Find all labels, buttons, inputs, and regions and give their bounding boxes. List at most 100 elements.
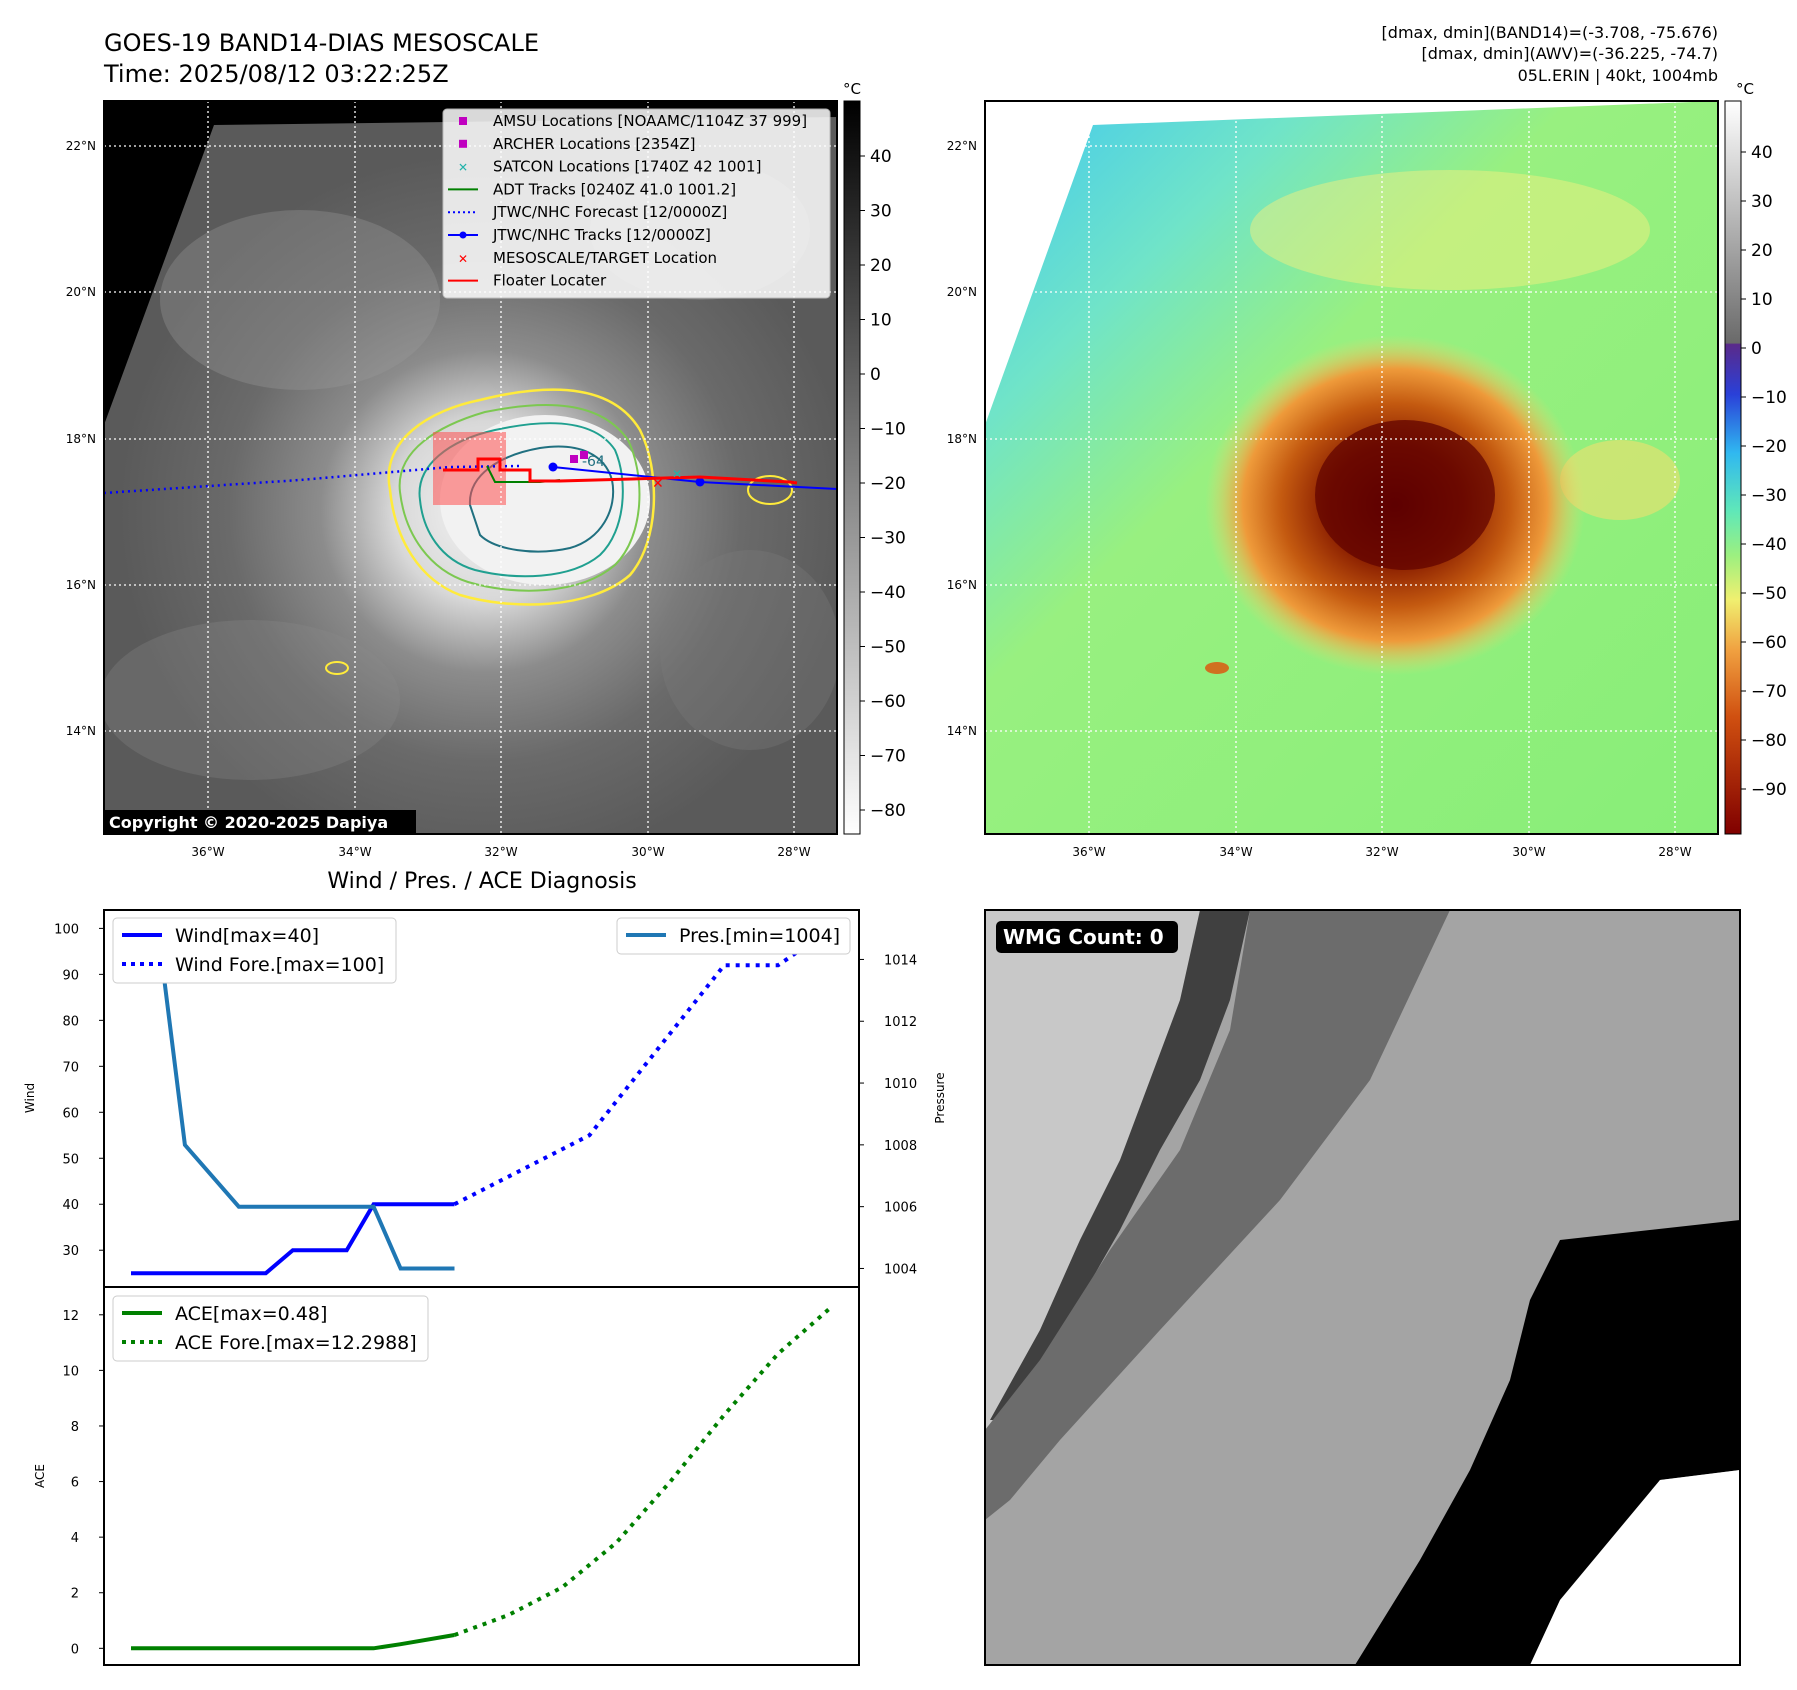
lon-tick-label: 36°W (1072, 845, 1105, 859)
ace-legend-label: ACE[max=0.48] (175, 1303, 327, 1325)
lon-tick-label: 30°W (1512, 845, 1545, 859)
y-tick-label: 50 (62, 1152, 79, 1167)
colorbar-tick-label: 40 (870, 147, 892, 167)
colorbar-tick-label: 40 (1751, 143, 1773, 163)
y-right-tick-label: 1012 (884, 1015, 917, 1030)
legend-square-marker (459, 139, 467, 148)
lat-tick-label: 16°N (947, 578, 977, 592)
colorbar-tick-label: −30 (1751, 486, 1787, 506)
wind-legend: Wind[max=40] Wind Fore.[max=100] (112, 917, 397, 984)
wv-grid-lines (985, 101, 1718, 834)
series-line (453, 1304, 834, 1637)
info-line2: [dmax, dmin](AWV)=(-36.225, -74.7) (1421, 44, 1718, 63)
ir-legend: AMSU Locations [NOAAMC/1104Z 37 999] ARCH… (442, 108, 831, 299)
series-line (131, 1202, 455, 1276)
colorbar-tick-label: −70 (1751, 682, 1787, 702)
colorbar-tick-label: −90 (1751, 780, 1787, 800)
pressure-legend: Pres.[min=1004] (616, 917, 851, 955)
ir-legend-label: JTWC/NHC Tracks [12/0000Z] (492, 226, 711, 244)
series-line (131, 1633, 455, 1651)
lat-tick-label: 18°N (947, 432, 977, 446)
figure-title-line1: GOES-19 BAND14-DIAS MESOSCALE (104, 29, 539, 57)
copyright-text: Copyright © 2020-2025 Dapiya (109, 813, 388, 832)
ir-cloud-band (104, 620, 400, 780)
ir-legend-item: ARCHER Locations [2354Z] (459, 135, 696, 153)
ir-legend-item: ✕ MESOSCALE/TARGET Location (458, 249, 717, 267)
ir-legend-item: JTWC/NHC Tracks [12/0000Z] (448, 226, 711, 244)
wmg-mid-region (985, 910, 1450, 1520)
colorbar-tick-label: −50 (1751, 584, 1787, 604)
wv-moist-band (1560, 440, 1680, 520)
ir-map-frame (103, 100, 838, 835)
ir-legend-item: Floater Locater (448, 272, 607, 290)
y-tick-label: 70 (62, 1060, 79, 1075)
ir-legend-label: ARCHER Locations [2354Z] (493, 135, 696, 153)
y-tick-label: 8 (71, 1420, 79, 1435)
wv-satellite-map (985, 101, 1718, 834)
lon-tick-label: 30°W (631, 845, 664, 859)
y-tick-label: 30 (62, 1244, 79, 1259)
ir-legend-label: ADT Tracks [0240Z 41.0 1001.2] (493, 180, 736, 198)
y-right-tick-label: 1004 (884, 1262, 917, 1277)
copyright-badge (104, 810, 416, 835)
ir-legend-label: MESOSCALE/TARGET Location (493, 249, 717, 267)
y-tick-label: 10 (62, 1364, 79, 1379)
y-tick-label: 4 (71, 1531, 79, 1546)
y-right-tick-label: 1010 (884, 1077, 917, 1092)
y-tick-label: 100 (54, 922, 79, 937)
colorbar-tick-label: −80 (870, 801, 906, 821)
lon-tick-label: 28°W (1658, 845, 1691, 859)
colorbar-tick-label: −20 (870, 474, 906, 494)
lon-tick-label: 28°W (777, 845, 810, 859)
lon-tick-label: 34°W (338, 845, 371, 859)
colorbar-tick-label: 30 (1751, 192, 1773, 212)
colorbar-tick-label: 10 (870, 311, 892, 331)
y-tick-label: 80 (62, 1014, 79, 1029)
wmg-dark-band (990, 910, 1250, 1420)
colorbar-tick-label: 30 (870, 202, 892, 222)
colorbar-tick-label: −50 (870, 638, 906, 658)
colorbar-tick-label: −10 (1751, 388, 1787, 408)
best-track-point (548, 462, 558, 472)
colorbar-tick-label: −30 (870, 529, 906, 549)
colorbar-tick-label: −80 (1751, 731, 1787, 751)
ir-legend-label: JTWC/NHC Forecast [12/0000Z] (492, 203, 727, 221)
wmg-badge-text: WMG Count: 0 (1003, 925, 1164, 949)
wv-moist-band (1250, 170, 1650, 290)
contour-yellow-cell (325, 661, 349, 675)
ir-colorbar-unit: °C (843, 80, 861, 98)
lon-tick-label: 34°W (1219, 845, 1252, 859)
amsu-marker (570, 455, 578, 463)
ir-cloud-band (660, 550, 837, 750)
lat-tick-label: 18°N (66, 432, 96, 446)
contour-green (398, 404, 641, 592)
colorbar-tick-label: 10 (1751, 290, 1773, 310)
wmg-white-region (1530, 1470, 1740, 1665)
figure-title-line2: Time: 2025/08/12 03:22:25Z (103, 60, 449, 88)
colorbar-tick-label: −70 (870, 747, 906, 767)
contour-yellow (387, 388, 656, 606)
wmg-frame (984, 909, 1741, 1666)
contour-label: -64 (582, 454, 605, 470)
wv-cell (1205, 662, 1229, 674)
pressure-axis-label: Pressure (933, 1072, 947, 1123)
colorbar-tick-label: −40 (1751, 535, 1787, 555)
ir-legend-item: ✕ SATCON Locations [1740Z 42 1001] (458, 158, 761, 176)
y-tick-label: 6 (71, 1476, 79, 1491)
legend-dot (459, 231, 467, 239)
ir-colorbar (843, 100, 861, 835)
lon-tick-label: 36°W (191, 845, 224, 859)
lat-tick-label: 22°N (947, 139, 977, 153)
ir-legend-label: SATCON Locations [1740Z 42 1001] (493, 158, 761, 176)
lat-tick-label: 14°N (947, 724, 977, 738)
y-right-tick-label: 1008 (884, 1139, 917, 1154)
ir-legend-item: ADT Tracks [0240Z 41.0 1001.2] (448, 180, 736, 198)
ir-legend-item: JTWC/NHC Forecast [12/0000Z] (448, 203, 727, 221)
ace-legend: ACE[max=0.48] ACE Fore.[max=12.2988] (112, 1295, 429, 1362)
wmg-light-region (985, 910, 1220, 1430)
legend-x-marker: ✕ (458, 252, 468, 266)
wv-storm-core (1315, 420, 1495, 570)
y-tick-label: 2 (71, 1587, 79, 1602)
colorbar-tick-label: −40 (870, 583, 906, 603)
wmg-image (985, 910, 1740, 1665)
